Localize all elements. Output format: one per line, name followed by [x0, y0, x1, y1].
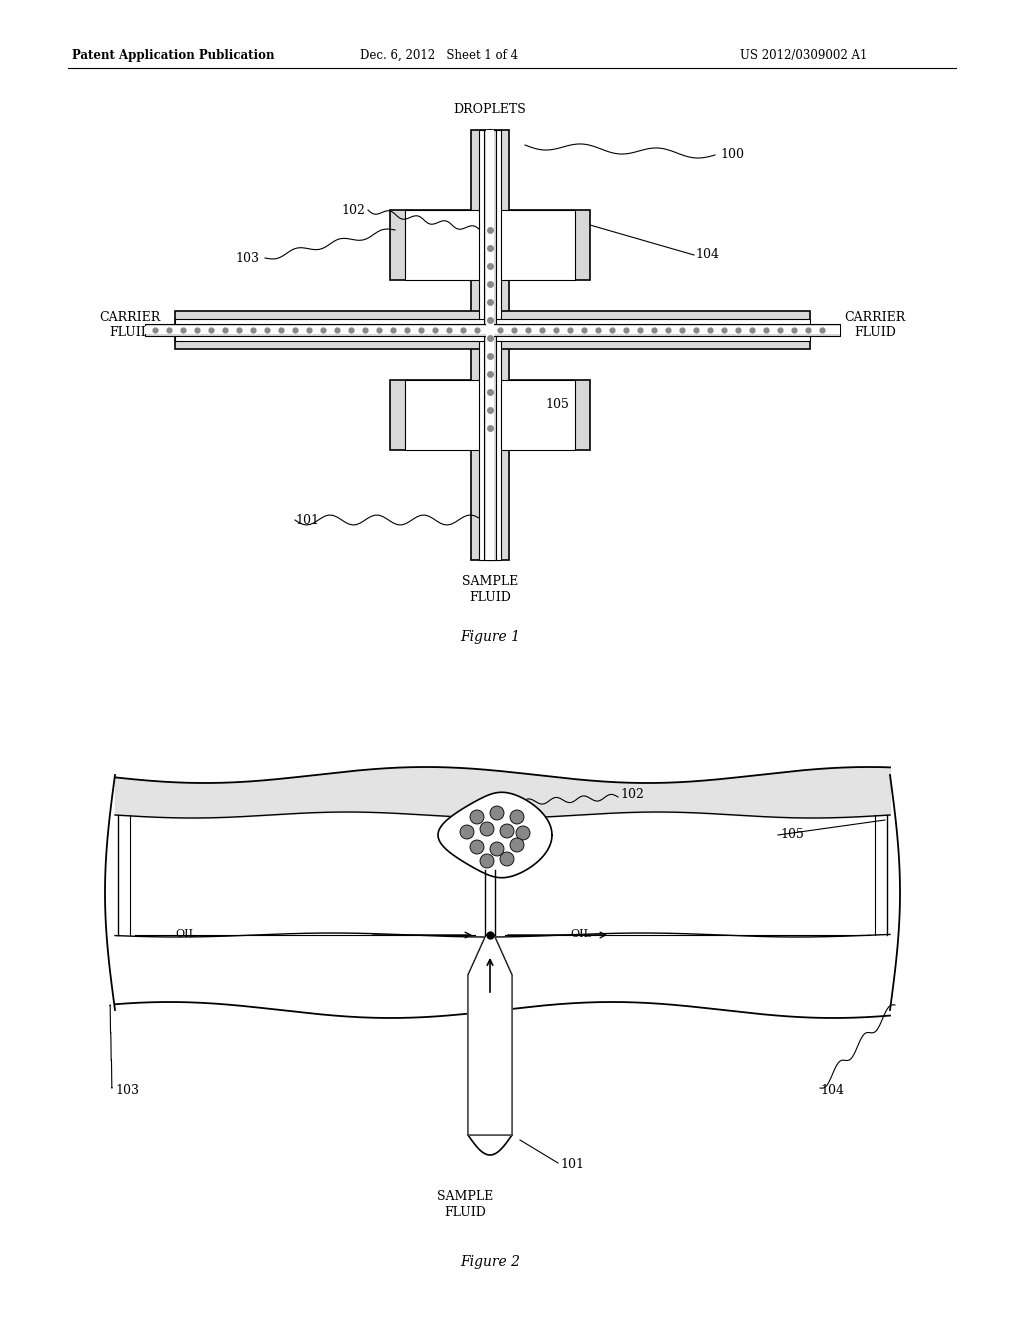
Bar [406, 210, 575, 280]
Circle shape [516, 826, 530, 840]
Bar [490, 326, 840, 334]
Circle shape [480, 854, 494, 869]
Bar [484, 129, 496, 560]
Text: 104: 104 [820, 1084, 844, 1097]
Text: 105: 105 [545, 399, 569, 412]
Text: Figure 1: Figure 1 [460, 630, 520, 644]
Circle shape [490, 842, 504, 855]
Polygon shape [468, 935, 512, 1135]
Text: OIL: OIL [175, 929, 196, 939]
Text: DROPLETS: DROPLETS [454, 103, 526, 116]
Circle shape [480, 822, 494, 836]
Text: SAMPLE: SAMPLE [462, 576, 518, 587]
Text: 104: 104 [695, 248, 719, 261]
Text: US 2012/0309002 A1: US 2012/0309002 A1 [740, 49, 867, 62]
Bar [145, 323, 490, 337]
Bar [471, 129, 509, 560]
Text: FLUID: FLUID [110, 326, 151, 339]
Bar [490, 319, 810, 341]
Text: CARRIER: CARRIER [99, 312, 161, 323]
Bar [406, 380, 575, 450]
Text: 105: 105 [780, 829, 804, 842]
Text: FLUID: FLUID [854, 326, 896, 339]
Text: FLUID: FLUID [444, 1206, 486, 1218]
Text: Dec. 6, 2012   Sheet 1 of 4: Dec. 6, 2012 Sheet 1 of 4 [360, 49, 518, 62]
Text: CARRIER: CARRIER [845, 312, 905, 323]
Text: 103: 103 [234, 252, 259, 264]
Bar [490, 323, 840, 337]
Text: 101: 101 [295, 513, 319, 527]
Text: FLUID: FLUID [469, 591, 511, 605]
Circle shape [470, 840, 484, 854]
Bar [479, 129, 501, 560]
Text: Figure 2: Figure 2 [460, 1255, 520, 1269]
Text: OIL: OIL [570, 929, 591, 939]
Bar [175, 319, 490, 341]
Text: 102: 102 [341, 203, 365, 216]
Bar [175, 312, 490, 348]
Circle shape [460, 825, 474, 840]
Bar [145, 326, 490, 334]
Polygon shape [485, 875, 495, 933]
Text: 101: 101 [560, 1159, 584, 1172]
Text: 103: 103 [115, 1084, 139, 1097]
Circle shape [500, 824, 514, 838]
Text: SAMPLE: SAMPLE [437, 1191, 494, 1203]
Text: 100: 100 [720, 149, 744, 161]
Circle shape [510, 810, 524, 824]
Bar [490, 312, 810, 348]
Bar [390, 210, 590, 280]
Text: 102: 102 [620, 788, 644, 801]
Circle shape [490, 807, 504, 820]
Text: Patent Application Publication: Patent Application Publication [72, 49, 274, 62]
Circle shape [470, 810, 484, 824]
Circle shape [510, 838, 524, 851]
Circle shape [500, 851, 514, 866]
Bar [486, 129, 494, 560]
Bar [390, 380, 590, 450]
Polygon shape [438, 792, 552, 878]
